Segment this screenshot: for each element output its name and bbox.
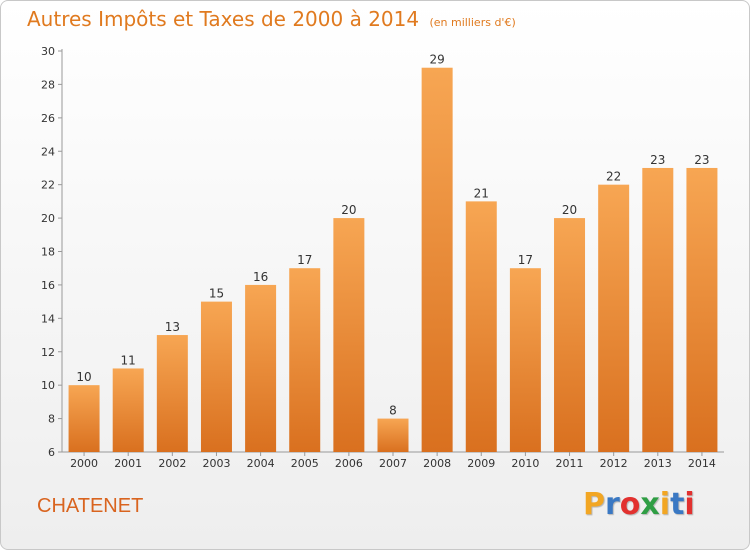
y-tick-label: 18 [41, 246, 55, 259]
bar-value-label: 15 [209, 287, 224, 301]
bar-value-label: 13 [165, 320, 180, 334]
x-tick-label: 2002 [158, 457, 186, 470]
y-tick-label: 12 [41, 346, 55, 359]
y-tick-label: 30 [41, 45, 55, 58]
bar-value-label: 17 [297, 253, 312, 267]
x-tick-label: 2000 [70, 457, 98, 470]
chart-unit: (en milliers d'€) [429, 16, 516, 29]
y-tick-label: 26 [41, 112, 55, 125]
bar [686, 167, 718, 453]
bar [245, 284, 277, 452]
y-tick-label: 10 [41, 379, 55, 392]
x-tick-label: 2009 [467, 457, 495, 470]
logo-letter: P [583, 487, 605, 522]
x-tick-label: 2010 [511, 457, 539, 470]
bar [554, 218, 586, 452]
y-tick-label: 24 [41, 145, 55, 158]
y-tick-label: 14 [41, 312, 55, 325]
y-tick-label: 6 [48, 446, 55, 459]
bar [200, 301, 232, 452]
bar-value-label: 20 [341, 203, 356, 217]
chart-title: Autres Impôts et Taxes de 2000 à 2014 (e… [27, 7, 516, 31]
logo-letter: i [659, 487, 671, 522]
bar [112, 368, 144, 452]
bar-value-label: 11 [121, 353, 136, 367]
bar [598, 184, 630, 452]
bar [465, 201, 497, 452]
bar [68, 385, 100, 452]
city-name: CHATENET [37, 495, 144, 517]
x-tick-label: 2012 [600, 457, 628, 470]
bar-value-label: 23 [694, 153, 709, 167]
bar-value-label: 20 [562, 203, 577, 217]
logo-letter: r [605, 487, 620, 522]
x-tick-label: 2004 [247, 457, 275, 470]
bar [289, 268, 321, 452]
y-tick-label: 28 [41, 78, 55, 91]
bar [377, 418, 409, 452]
logo-letter: t [670, 487, 685, 522]
y-tick-label: 16 [41, 279, 55, 292]
x-tick-label: 2006 [335, 457, 363, 470]
y-tick-label: 8 [48, 413, 55, 426]
bar [642, 167, 674, 453]
bar [156, 335, 188, 452]
y-tick-label: 20 [41, 212, 55, 225]
bar-value-label: 29 [429, 53, 444, 67]
bar-value-label: 22 [606, 170, 621, 184]
chart-title-text: Autres Impôts et Taxes de 2000 à 2014 [27, 7, 420, 31]
x-tick-label: 2011 [556, 457, 584, 470]
logo-letter: x [640, 487, 660, 522]
bar [333, 218, 365, 452]
x-tick-label: 2001 [114, 457, 142, 470]
proxiti-logo: Proxiti [583, 487, 695, 522]
bar [509, 268, 541, 452]
logo-letter: i [684, 487, 695, 522]
x-tick-label: 2013 [644, 457, 672, 470]
x-tick-label: 2003 [202, 457, 230, 470]
x-tick-label: 2014 [688, 457, 716, 470]
bar-value-label: 23 [650, 153, 665, 167]
bar [421, 67, 453, 452]
bar-value-label: 8 [389, 404, 397, 418]
x-tick-label: 2005 [291, 457, 319, 470]
bar-value-label: 21 [474, 186, 489, 200]
logo-letter: o [619, 487, 641, 522]
x-tick-label: 2008 [423, 457, 451, 470]
bar-value-label: 16 [253, 270, 268, 284]
y-tick-label: 22 [41, 179, 55, 192]
x-tick-label: 2007 [379, 457, 407, 470]
bar-value-label: 10 [76, 370, 91, 384]
bar-value-label: 17 [518, 253, 533, 267]
